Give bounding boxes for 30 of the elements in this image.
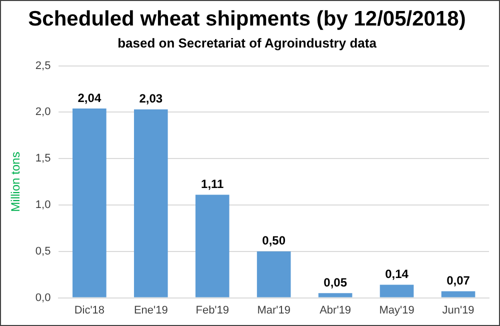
x-tick-label: Ene'19 — [134, 304, 168, 316]
y-tick-label: 2,5 — [35, 60, 51, 72]
x-tick-label: May'19 — [379, 304, 414, 316]
y-tick-label: 2,0 — [35, 106, 51, 118]
data-label: 2,04 — [78, 90, 102, 105]
bar — [318, 293, 352, 298]
data-label: 0,14 — [385, 267, 409, 282]
chart-subtitle: based on Secretariat of Agroindustry data — [118, 36, 378, 51]
bar — [256, 251, 291, 298]
y-tick-label: 1,0 — [35, 199, 51, 212]
chart-title: Scheduled wheat shipments (by 12/05/2018) — [28, 7, 466, 30]
data-label: 0,07 — [446, 274, 470, 288]
x-tick-label: Feb'19 — [196, 304, 230, 316]
y-axis-title: Million tons — [8, 152, 23, 212]
data-label: 2,03 — [139, 92, 163, 106]
bar — [72, 108, 106, 298]
x-tick-label: Dic'18 — [74, 304, 105, 316]
bar — [380, 284, 414, 298]
bar — [195, 194, 230, 298]
data-label: 0,50 — [262, 234, 286, 248]
bar — [134, 109, 168, 298]
x-tick-label: Jun'19 — [442, 304, 474, 316]
y-tick-label: 1,5 — [35, 152, 51, 165]
x-tick-label: Abr'19 — [320, 304, 352, 316]
y-tick-label: 0,0 — [35, 292, 51, 304]
y-tick-label: 0,5 — [35, 245, 51, 258]
bar — [441, 291, 476, 298]
data-label: 1,11 — [201, 177, 224, 192]
x-tick-label: Mar'19 — [257, 304, 290, 316]
data-label: 0,05 — [324, 275, 348, 290]
